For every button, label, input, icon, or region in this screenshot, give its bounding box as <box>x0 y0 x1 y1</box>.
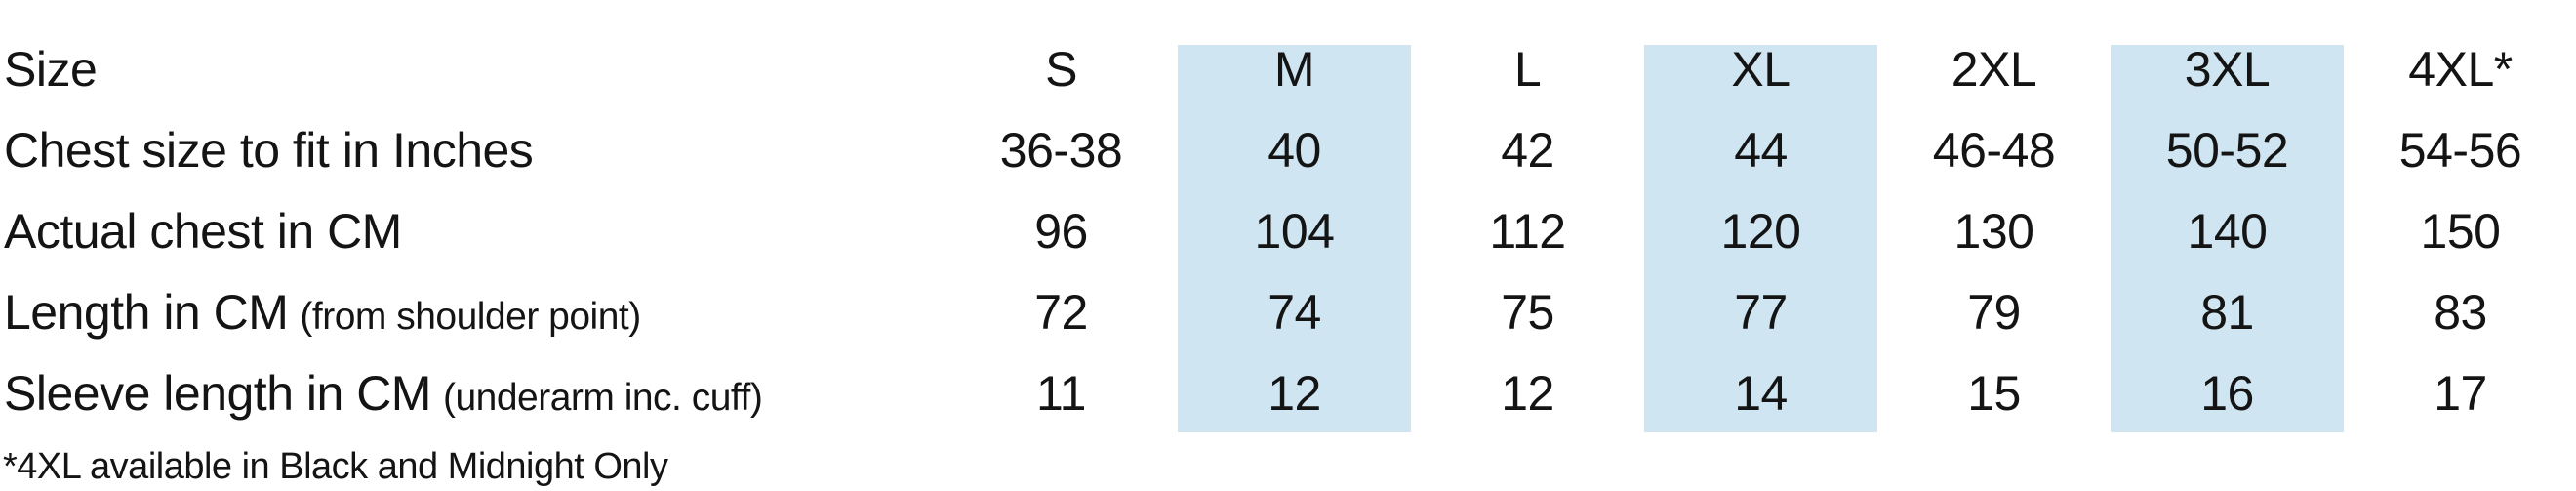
column-header-s: S <box>1045 42 1077 97</box>
size-table-grid: Size S M L XL 2XL 3XL 4XL* Chest size to… <box>0 29 2576 434</box>
table-cell: 74 <box>1268 285 1321 340</box>
table-cell: 16 <box>2200 366 2254 421</box>
column-header-xl: XL <box>1731 42 1791 97</box>
table-cell: 96 <box>1034 204 1088 259</box>
table-cell: 140 <box>2187 204 2268 259</box>
row-label-sleeve-length-cm-note: (underarm inc. cuff) <box>442 377 763 419</box>
row-label-size-text: Size <box>4 42 98 97</box>
table-cell: 14 <box>1734 366 1788 421</box>
table-cell: 15 <box>1967 366 2021 421</box>
row-label-chest-inches-text: Chest size to fit in Inches <box>4 123 534 178</box>
column-header-4xl: 4XL* <box>2408 42 2513 97</box>
table-cell: 79 <box>1967 285 2021 340</box>
table-cell: 112 <box>1489 204 1566 259</box>
highlight-band-m <box>1178 45 1411 432</box>
table-cell: 17 <box>2434 366 2487 421</box>
column-header-m: M <box>1273 42 1315 97</box>
table-cell: 12 <box>1268 366 1321 421</box>
row-label-chest-inches: Chest size to fit in Inches <box>0 110 945 191</box>
table-cell: 104 <box>1254 204 1335 259</box>
row-label-length-cm: Length in CM (from shoulder point) <box>0 272 945 353</box>
row-label-length-cm-text: Length in CM <box>4 285 289 340</box>
highlight-band-3xl <box>2111 45 2344 432</box>
table-cell: 120 <box>1720 204 1801 259</box>
row-label-length-cm-note: (from shoulder point) <box>300 296 641 338</box>
column-header-2xl: 2XL <box>1951 42 2037 97</box>
footnote: *4XL available in Black and Midnight Onl… <box>3 446 668 487</box>
table-cell: 40 <box>1268 123 1321 178</box>
row-label-sleeve-length-cm-text: Sleeve length in CM <box>4 366 431 421</box>
table-cell: 50-52 <box>2165 123 2289 178</box>
row-label-actual-chest-cm-text: Actual chest in CM <box>4 204 402 259</box>
table-cell: 130 <box>1953 204 2034 259</box>
table-cell: 81 <box>2200 285 2254 340</box>
column-header-l: L <box>1513 42 1542 97</box>
table-cell: 12 <box>1501 366 1554 421</box>
table-cell: 54-56 <box>2398 123 2522 178</box>
table-cell: 150 <box>2420 204 2501 259</box>
table-cell: 46-48 <box>1932 123 2056 178</box>
table-cell: 44 <box>1734 123 1788 178</box>
table-cell: 72 <box>1034 285 1088 340</box>
table-cell: 77 <box>1734 285 1788 340</box>
highlight-band-xl <box>1644 45 1877 432</box>
table-cell: 11 <box>1036 366 1086 421</box>
table-cell: 42 <box>1501 123 1554 178</box>
row-label-actual-chest-cm: Actual chest in CM <box>0 191 945 272</box>
table-cell: 75 <box>1501 285 1554 340</box>
row-label-size: Size <box>0 29 945 110</box>
table-cell: 83 <box>2434 285 2487 340</box>
table-cell: 36-38 <box>999 123 1123 178</box>
row-label-sleeve-length-cm: Sleeve length in CM (underarm inc. cuff) <box>0 353 945 434</box>
column-header-3xl: 3XL <box>2184 42 2271 97</box>
